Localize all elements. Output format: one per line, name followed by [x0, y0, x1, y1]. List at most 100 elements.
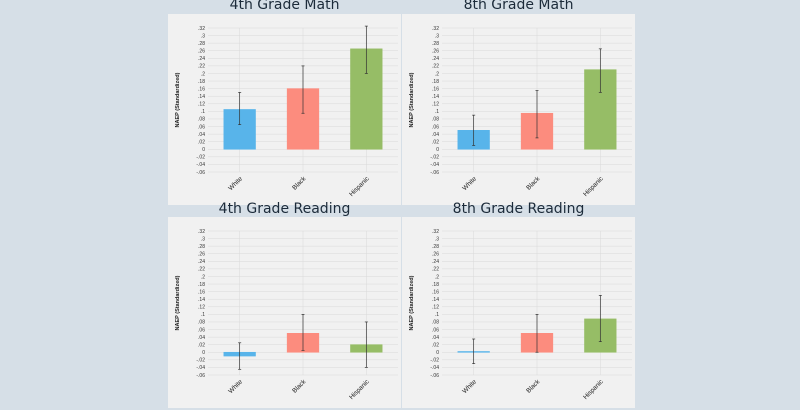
- y-tick-label: .12: [198, 305, 205, 311]
- y-tick-label: 0: [436, 147, 439, 153]
- x-tick-label: Black: [525, 378, 542, 395]
- y-tick-label: -.06: [196, 170, 205, 176]
- y-tick-label: .04: [432, 132, 439, 138]
- y-tick-label: .32: [198, 229, 205, 235]
- y-tick-label: .1: [201, 109, 205, 115]
- y-tick-label: .14: [432, 94, 439, 100]
- x-tick-label: White: [227, 175, 244, 192]
- chart-panel-8th-reading: .32.3 .28 .26.24 .22.2 .18.16 .14 .12.1 .08.06.…: [402, 217, 635, 408]
- y-tick-label: .16: [432, 289, 439, 295]
- y-tick-label: .02: [198, 342, 205, 348]
- y-tick-label: 0: [436, 350, 439, 356]
- y-tick-label: .24: [432, 259, 439, 265]
- chart-panel-8th-math: .32.3 .28 .26.24 .22.2 .18.16 .14 .12.1 .08.06.…: [402, 14, 635, 205]
- chart-4th-math: .32.3 .28 .26.24 .22.2 .18.16 .14 .12.1 .08.06.…: [175, 25, 398, 198]
- y-tick-label: .08: [198, 117, 205, 123]
- y-tick-label: -.04: [430, 162, 439, 168]
- y-tick-label: .32: [432, 229, 439, 235]
- x-tick-label: Black: [291, 378, 308, 395]
- y-tick-label: .06: [432, 124, 439, 130]
- y-axis-label: NAEP (Standardized): [175, 275, 181, 330]
- x-tick-label: White: [227, 378, 244, 395]
- y-tick-label: .12: [432, 102, 439, 108]
- y-tick-label: .16: [198, 289, 205, 295]
- y-tick-label: .1: [435, 109, 439, 115]
- y-tick-label: .24: [198, 56, 205, 62]
- y-tick-label: -.04: [196, 365, 205, 371]
- y-tick-label: .26: [432, 252, 439, 258]
- y-tick-label: .06: [198, 124, 205, 130]
- y-tick-label: .02: [432, 342, 439, 348]
- x-tick-label: Black: [525, 175, 542, 192]
- chart-title-4th-reading: 4th Grade Reading: [218, 201, 351, 217]
- y-tick-label: .24: [432, 56, 439, 62]
- y-tick-label: .26: [198, 49, 205, 55]
- y-tick-label: .22: [198, 267, 205, 273]
- y-tick-label: .14: [432, 297, 439, 303]
- y-tick-label: .02: [198, 139, 205, 145]
- chart-title-8th-reading: 8th Grade Reading: [452, 201, 585, 217]
- chart-4th-reading: .32.3 .28 .26.24 .22.2 .18.16 .14 .12.1 .08.06.…: [175, 229, 398, 401]
- y-tick-label: .12: [432, 305, 439, 311]
- chart-title-4th-math: 4th Grade Math: [229, 0, 340, 13]
- y-tick-label: .06: [432, 327, 439, 333]
- y-tick-label: .28: [198, 244, 205, 250]
- y-tick-label: .2: [435, 71, 439, 77]
- chart-panel-4th-math: .32.3 .28 .26.24 .22.2 .18.16 .14 .12.1 .08.06.…: [168, 14, 401, 205]
- chart-title-8th-math: 8th Grade Math: [463, 0, 574, 13]
- chart-8th-reading: .32.3 .28 .26.24 .22.2 .18.16 .14 .12.1 .08.06.…: [409, 229, 632, 401]
- y-tick-label: -.06: [430, 373, 439, 379]
- y-tick-label: .22: [198, 64, 205, 70]
- y-tick-label: -.02: [430, 155, 439, 161]
- y-tick-label: -.04: [430, 365, 439, 371]
- y-tick-label: -.06: [196, 373, 205, 379]
- y-tick-label: .12: [198, 102, 205, 108]
- y-tick-label: .3: [435, 236, 439, 242]
- chart-8th-math: .32.3 .28 .26.24 .22.2 .18.16 .14 .12.1 .08.06.…: [409, 26, 632, 198]
- x-tick-label: Hispanic: [582, 378, 605, 401]
- y-tick-label: .14: [198, 297, 205, 303]
- y-tick-label: .18: [432, 79, 439, 85]
- y-tick-label: .1: [201, 312, 205, 318]
- x-tick-label: White: [461, 175, 478, 192]
- y-tick-label: .18: [198, 282, 205, 288]
- y-tick-label: .3: [435, 33, 439, 39]
- y-tick-label: .18: [432, 282, 439, 288]
- y-tick-label: .26: [198, 252, 205, 258]
- y-tick-label: .16: [432, 86, 439, 92]
- y-tick-label: .3: [201, 236, 205, 242]
- y-tick-label: .2: [435, 274, 439, 280]
- y-tick-label: .32: [198, 26, 205, 32]
- y-axis-label: NAEP (Standardized): [409, 275, 415, 330]
- y-tick-label: .04: [198, 132, 205, 138]
- y-tick-label: .2: [201, 71, 205, 77]
- y-tick-label: .08: [432, 117, 439, 123]
- y-tick-label: .28: [432, 41, 439, 47]
- x-tick-label: White: [461, 378, 478, 395]
- x-tick-label: Hispanic: [348, 175, 371, 198]
- y-tick-label: -.04: [196, 162, 205, 168]
- y-axis-label: NAEP (Standardized): [175, 72, 181, 127]
- y-tick-label: .2: [201, 274, 205, 280]
- x-tick-label: Black: [291, 175, 308, 192]
- y-tick-label: .3: [201, 33, 205, 39]
- y-tick-label: -.06: [430, 170, 439, 176]
- y-tick-label: .28: [198, 41, 205, 47]
- y-tick-label: .02: [432, 139, 439, 145]
- y-tick-label: -.02: [430, 358, 439, 364]
- y-tick-label: .28: [432, 244, 439, 250]
- y-tick-label: -.02: [196, 155, 205, 161]
- y-tick-label: .1: [435, 312, 439, 318]
- y-tick-label: .16: [198, 86, 205, 92]
- y-tick-label: 0: [202, 147, 205, 153]
- y-tick-label: .08: [432, 320, 439, 326]
- y-tick-label: .04: [432, 335, 439, 341]
- y-tick-label: .06: [198, 327, 205, 333]
- y-tick-label: .26: [432, 49, 439, 55]
- y-axis-label: NAEP (Standardized): [409, 72, 415, 127]
- y-tick-label: .22: [432, 64, 439, 70]
- y-tick-label: .22: [432, 267, 439, 273]
- y-tick-label: 0: [202, 350, 205, 356]
- x-tick-label: Hispanic: [348, 378, 371, 401]
- y-tick-label: .24: [198, 259, 205, 265]
